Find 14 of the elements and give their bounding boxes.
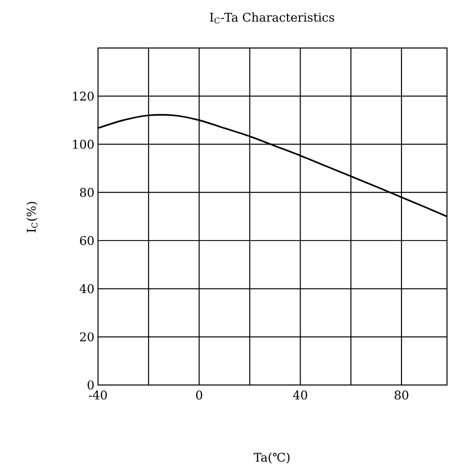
y-tick-label: 80 [80, 188, 94, 197]
y-tick-label: 60 [80, 236, 94, 246]
chart-title: I$_{C}$-Ta Characteristics [210, 12, 334, 24]
y-axis-title: I$_{C}$(%) [26, 202, 38, 232]
x-tick-label: 0 [196, 390, 202, 400]
x-tick-label: 80 [394, 390, 408, 400]
y-tick-label: 0 [88, 380, 94, 390]
y-tick-label: 100 [73, 140, 94, 149]
y-tick-label: 120 [73, 92, 94, 101]
y-tick-label: 40 [80, 284, 94, 294]
x-tick-label: 40 [293, 390, 308, 400]
x-axis-title: Ta(℃) [254, 452, 290, 464]
y-tick-label: 20 [80, 332, 94, 342]
x-tick-label: -40 [88, 390, 107, 400]
